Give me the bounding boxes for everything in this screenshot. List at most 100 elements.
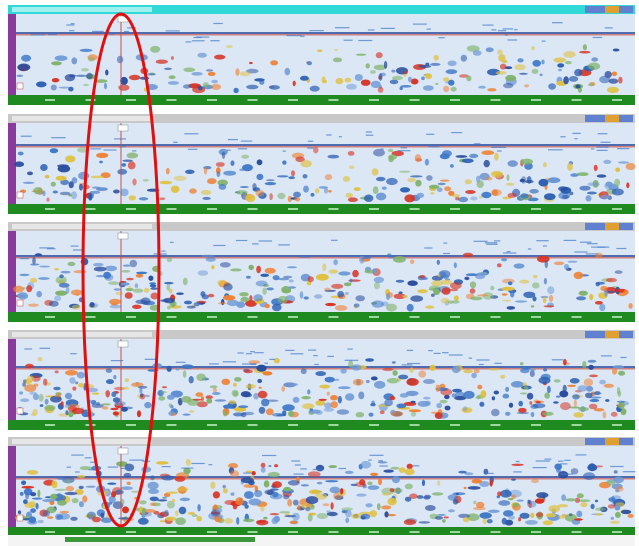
- echo-blob: [407, 177, 416, 183]
- echo-blob: [407, 280, 418, 287]
- echo-blob: [559, 390, 569, 398]
- echo-blob: [163, 492, 171, 498]
- echo-dash: [285, 349, 295, 351]
- echo-blob: [239, 186, 249, 188]
- echo-blob: [481, 191, 492, 199]
- echo-blob: [138, 197, 149, 201]
- position-tick: [166, 316, 177, 318]
- echo-blob: [374, 281, 380, 290]
- echo-blob: [500, 489, 512, 498]
- position-tick: [126, 99, 136, 101]
- echo-blob: [353, 187, 361, 192]
- echo-dash: [579, 241, 592, 243]
- echo-blob: [16, 74, 24, 78]
- echo-blob: [431, 293, 435, 297]
- echo-dash: [104, 33, 114, 35]
- echo-blob: [599, 303, 606, 312]
- echo-dash: [604, 27, 613, 29]
- echo-dash: [264, 362, 268, 364]
- echo-blob: [269, 193, 273, 201]
- echo-dash: [348, 255, 358, 258]
- echo-blob: [582, 360, 587, 369]
- echo-blob: [212, 491, 220, 499]
- echo-blob: [205, 256, 216, 262]
- echo-dash: [491, 146, 507, 148]
- echo-blob: [520, 158, 533, 165]
- echo-dash: [120, 467, 133, 469]
- echo-blob: [211, 79, 219, 84]
- echo-blob: [87, 57, 95, 62]
- echo-blob: [594, 301, 603, 305]
- echo-blob: [547, 177, 561, 184]
- echo-dash: [344, 359, 359, 361]
- echo-blob: [574, 497, 581, 503]
- echo-blob: [115, 291, 123, 296]
- echo-blob: [202, 82, 209, 88]
- echo-blob: [593, 408, 605, 412]
- echo-blob: [575, 84, 581, 89]
- echo-blob: [535, 401, 541, 404]
- echo-blob: [476, 180, 484, 189]
- echo-blob: [367, 485, 380, 490]
- echo-blob: [244, 491, 254, 499]
- echo-blob: [531, 479, 539, 484]
- position-tick: [126, 208, 136, 210]
- echo-blob: [101, 403, 111, 406]
- echo-blob: [188, 83, 201, 89]
- echo-blob: [64, 74, 76, 82]
- echo-blob: [25, 363, 34, 369]
- echo-dash: [335, 27, 350, 29]
- echo-blob: [595, 507, 606, 512]
- echo-blob: [618, 370, 626, 376]
- echo-blob: [463, 369, 473, 374]
- echo-blob: [164, 281, 174, 285]
- echo-blob: [478, 85, 486, 89]
- echo-blob: [553, 379, 561, 383]
- echo-blob: [57, 500, 67, 506]
- echo-blob: [165, 167, 170, 175]
- echo-blob: [138, 500, 147, 505]
- echo-blob: [496, 263, 502, 268]
- echo-blob: [587, 62, 601, 70]
- echo-blob: [459, 74, 469, 78]
- echo-dash: [367, 29, 375, 31]
- echo-blob: [443, 77, 450, 82]
- echo-blob: [72, 386, 77, 391]
- echo-dash: [293, 473, 304, 475]
- echo-blob: [143, 287, 150, 293]
- echo-blob: [128, 285, 132, 289]
- echo-dash: [327, 355, 334, 357]
- echo-blob: [448, 509, 455, 513]
- echo-blob: [333, 49, 339, 51]
- echo-blob: [430, 192, 435, 195]
- echo-blob: [207, 71, 216, 77]
- echo-blob: [124, 463, 135, 472]
- position-tick: [409, 424, 420, 426]
- highlight-ellipse: [81, 12, 161, 528]
- echo-blob: [136, 271, 148, 275]
- echo-blob: [249, 61, 253, 65]
- echo-blob: [352, 269, 359, 278]
- echo-blob: [517, 58, 524, 63]
- echo-blob: [211, 83, 222, 90]
- echo-blob: [608, 78, 619, 84]
- echo-blob: [71, 57, 78, 65]
- echo-blob: [410, 78, 419, 85]
- echo-blob: [44, 174, 50, 179]
- position-tick: [369, 424, 379, 426]
- echo-blob: [547, 286, 555, 295]
- echo-blob: [443, 516, 449, 519]
- echo-blob: [234, 377, 242, 382]
- echo-dash: [406, 349, 414, 351]
- echo-blob: [335, 77, 344, 85]
- echo-blob: [170, 405, 174, 409]
- echo-blob: [542, 520, 554, 526]
- echo-blob: [390, 466, 400, 470]
- echo-blob: [333, 259, 338, 266]
- echo-dash: [451, 132, 463, 134]
- echo-dash: [380, 148, 384, 150]
- echo-blob: [225, 45, 233, 48]
- echo-blob: [228, 463, 239, 469]
- echo-blob: [246, 84, 259, 90]
- echo-blob: [424, 158, 429, 166]
